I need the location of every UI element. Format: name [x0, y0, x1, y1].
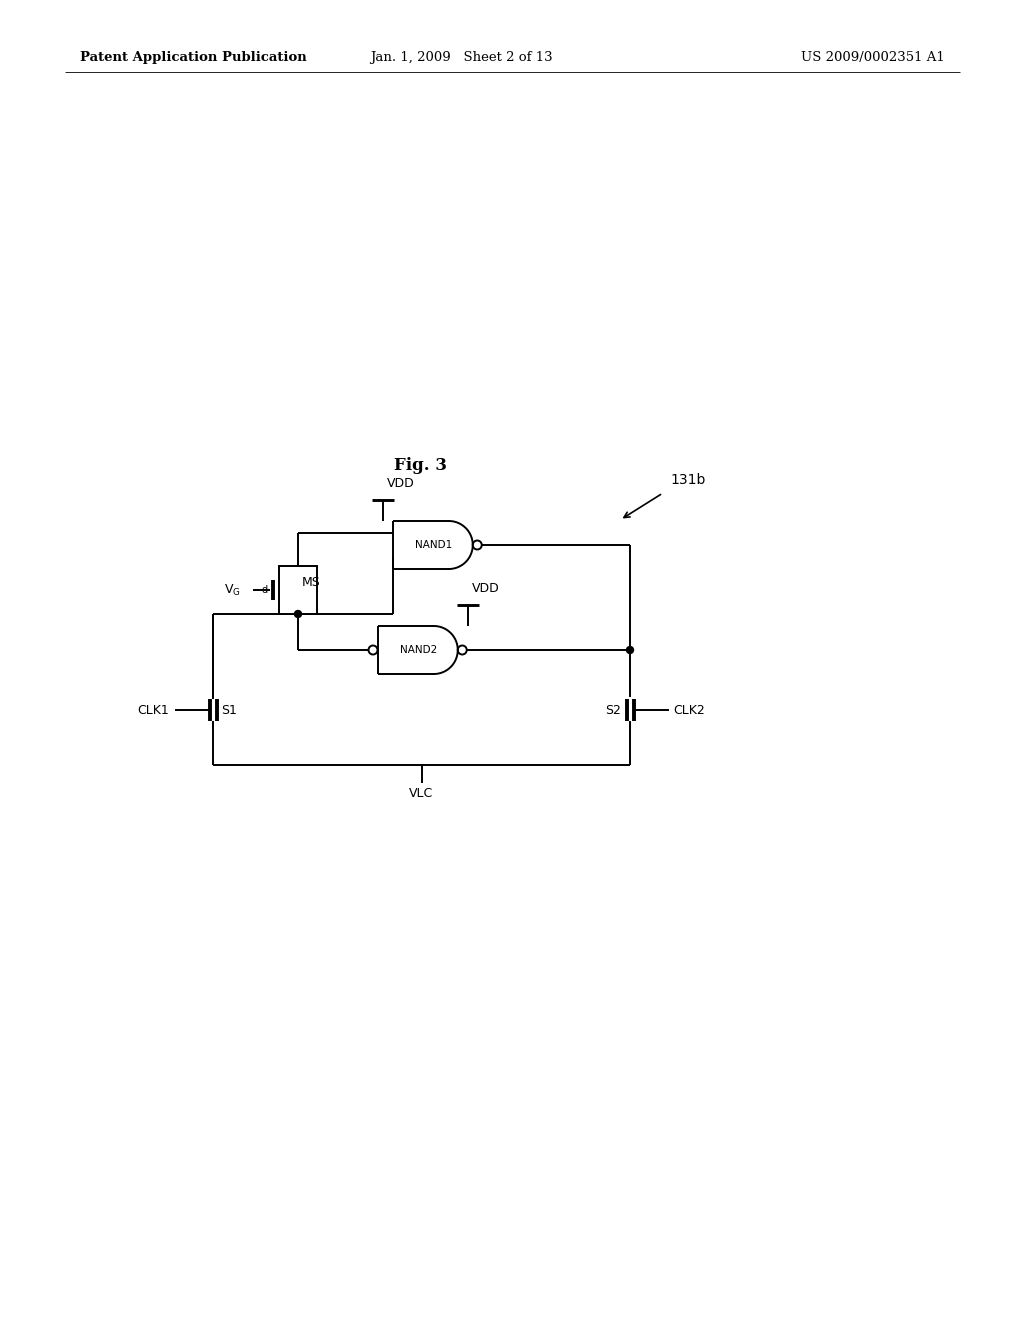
- Text: 131b: 131b: [670, 473, 706, 487]
- Text: VDD: VDD: [387, 477, 415, 490]
- Text: CLK1: CLK1: [138, 704, 170, 717]
- Text: VLC: VLC: [410, 787, 433, 800]
- Text: S2: S2: [605, 704, 622, 717]
- Text: CLK2: CLK2: [674, 704, 706, 717]
- Text: VDD: VDD: [472, 582, 500, 595]
- Text: d: d: [262, 585, 268, 595]
- Bar: [279, 566, 317, 614]
- Text: Patent Application Publication: Patent Application Publication: [80, 51, 307, 65]
- Text: US 2009/0002351 A1: US 2009/0002351 A1: [801, 51, 945, 65]
- Text: NAND2: NAND2: [400, 645, 437, 655]
- Text: Jan. 1, 2009   Sheet 2 of 13: Jan. 1, 2009 Sheet 2 of 13: [370, 51, 553, 65]
- Text: Fig. 3: Fig. 3: [393, 457, 446, 474]
- Text: NAND1: NAND1: [416, 540, 453, 550]
- Circle shape: [295, 610, 301, 618]
- Text: S1: S1: [221, 704, 238, 717]
- Circle shape: [627, 647, 634, 653]
- Text: MS: MS: [302, 576, 321, 589]
- Text: $\mathregular{V_G}$: $\mathregular{V_G}$: [224, 582, 241, 598]
